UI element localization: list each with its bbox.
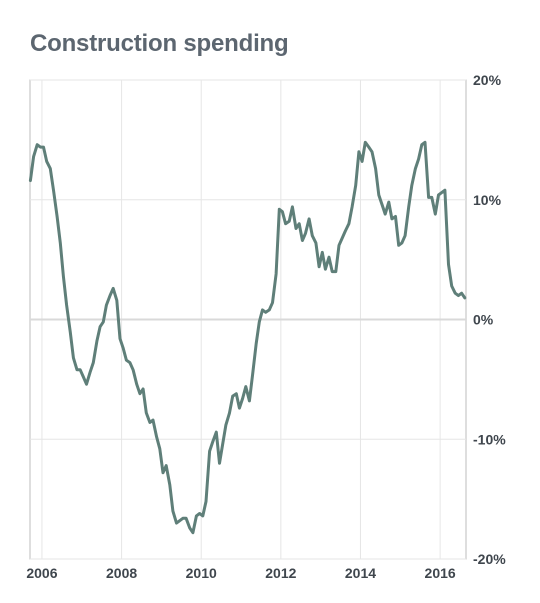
y-tick-label: -10%: [473, 431, 506, 447]
y-tick-label: 10%: [473, 192, 502, 208]
x-tick-label: 2014: [345, 565, 376, 581]
y-tick-label: 20%: [473, 72, 502, 88]
series-line: [28, 140, 467, 535]
y-tick-label: -20%: [473, 551, 506, 567]
x-tick-label: 2016: [425, 565, 456, 581]
y-axis-tick-labels: 20% 10% 0% -10% -20%: [473, 72, 506, 567]
x-tick-label: 2012: [265, 565, 296, 581]
chart-title: Construction spending: [30, 30, 289, 57]
x-axis-tick-labels: 2006 2008 2010 2012 2014 2016: [26, 565, 456, 581]
grid-layer: [29, 79, 467, 560]
series-layer: [28, 140, 467, 535]
x-tick-label: 2008: [106, 565, 137, 581]
x-tick-label: 2010: [186, 565, 217, 581]
x-tick-label: 2006: [26, 565, 57, 581]
y-tick-label: 0%: [473, 312, 494, 328]
